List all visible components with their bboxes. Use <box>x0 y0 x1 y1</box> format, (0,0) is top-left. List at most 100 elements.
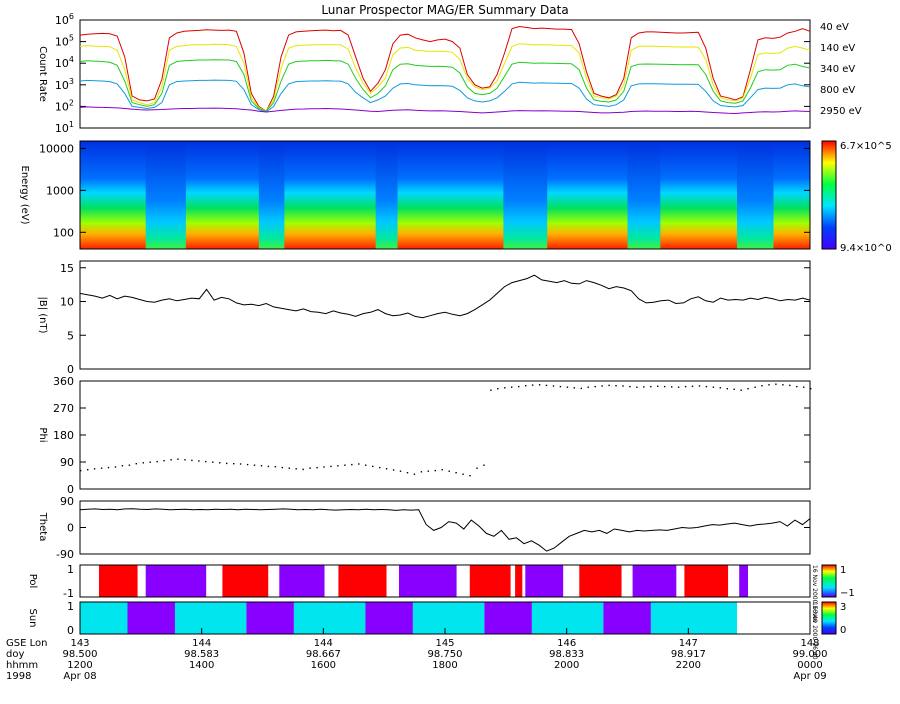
phi-point <box>803 386 805 388</box>
phi-point <box>691 385 694 387</box>
phi-point <box>392 469 395 471</box>
pol-panel: 1-1 Pol 16 Nov 2000 16:40 1 −1 <box>27 563 855 623</box>
phi-point <box>483 464 485 466</box>
phi-point <box>462 473 464 475</box>
phi-point <box>260 465 263 467</box>
pol-segment <box>80 565 99 597</box>
time-axis-label: 145 <box>435 638 454 649</box>
phi-point <box>719 387 721 389</box>
phi-point <box>114 466 117 468</box>
phi-point <box>545 384 548 387</box>
count-rate-tick-label: 105 <box>55 34 74 49</box>
sun-segment <box>246 602 294 634</box>
bfield-panel: |B| (nT) 0 5 10 15 <box>37 260 811 376</box>
theta-panel: Theta -90 0 90 <box>37 495 811 561</box>
phi-point <box>559 385 562 388</box>
pol-ylabel: Pol <box>27 574 38 589</box>
phi-point <box>636 386 638 388</box>
count-rate-series-line <box>79 59 811 112</box>
pol-segment <box>222 565 269 597</box>
time-axis-label: 144 <box>314 638 333 649</box>
pol-segment <box>279 565 325 597</box>
phi-point <box>372 465 374 468</box>
phi-point <box>80 469 82 472</box>
p3-ticks-label: 0 <box>67 363 74 376</box>
phi-point <box>705 385 708 388</box>
time-axis-label: Apr 08 <box>63 671 96 682</box>
pol-segment <box>632 565 677 597</box>
phi-point <box>775 383 777 385</box>
phi-point <box>573 387 575 389</box>
sun-colorbar <box>821 601 837 635</box>
time-axis-label: 146 <box>557 638 576 649</box>
phi-panel: Phi 0 90 180 270 360 <box>37 375 812 496</box>
time-axis-row-label: doy <box>6 649 24 660</box>
pol-segment <box>579 565 622 597</box>
p4-ticks-label: 0 <box>67 483 74 496</box>
phi-point <box>330 465 332 468</box>
phi-point <box>302 468 304 471</box>
pol-frame <box>79 564 811 598</box>
phi-point <box>497 388 499 390</box>
phi-point <box>163 460 165 462</box>
phi-point <box>253 464 256 466</box>
sun-segment <box>174 602 247 634</box>
energy-ylabel: Energy (eV) <box>19 166 30 225</box>
phi-point <box>135 463 137 465</box>
count-rate-tick-label: 102 <box>55 98 74 113</box>
phi-point <box>274 466 277 468</box>
pol-segment <box>145 565 207 597</box>
time-axis-label: 2000 <box>554 660 579 671</box>
phi-point <box>100 467 103 469</box>
phi-point <box>191 459 193 462</box>
phi-point <box>337 465 339 467</box>
time-axis-label: 0000 <box>797 660 822 671</box>
phi-point <box>420 471 423 473</box>
phi-point <box>789 384 791 387</box>
pol-segment <box>386 565 399 597</box>
count-rate-tick-label: 106 <box>55 12 74 27</box>
phi-point <box>212 461 214 463</box>
phi-point <box>149 461 151 463</box>
phi-point <box>601 385 603 387</box>
bfield-series <box>79 274 811 319</box>
sun-segment <box>531 602 604 634</box>
theta-ylabel: Theta <box>37 512 48 542</box>
phi-point <box>455 472 457 474</box>
count-rate-legend-label: 800 eV <box>820 85 855 96</box>
pol-colorbar <box>821 564 837 598</box>
energy-colorbar <box>821 140 837 250</box>
time-axis-row-label: GSE Lon <box>6 638 47 649</box>
count-rate-legend: 40 eV 140 eV 340 eV 800 eV 2950 eV <box>820 22 862 117</box>
bfield-line <box>79 274 811 319</box>
phi-point <box>184 459 186 461</box>
time-axis-label: 98.833 <box>549 649 584 660</box>
spectrogram-quiet-band <box>258 141 285 249</box>
phi-point <box>608 384 610 387</box>
pol-segment <box>469 565 511 597</box>
count-rate-series-line <box>79 43 811 112</box>
pol-tick-label: -1 <box>63 587 74 600</box>
phi-point <box>712 386 715 388</box>
phi-point <box>323 466 325 468</box>
phi-point <box>93 468 96 470</box>
bfield-ylabel: |B| (nT) <box>37 296 48 333</box>
pol-segment <box>99 565 138 597</box>
phi-point <box>531 384 534 386</box>
count-rate-tick-label: 103 <box>55 77 74 92</box>
phi-point <box>657 385 659 387</box>
phi-point <box>615 385 617 387</box>
pol-segment <box>621 565 633 597</box>
phi-series <box>80 383 812 477</box>
phi-point <box>121 465 124 467</box>
spectrogram-quiet-band <box>627 141 661 249</box>
pol-segment <box>563 565 580 597</box>
phi-frame <box>79 380 811 490</box>
sun-vertical-label: 16 Nov 2000 16:40 <box>811 602 818 660</box>
phi-point <box>309 467 311 469</box>
colorbar-max: 6.7×10^5 <box>840 141 892 152</box>
phi-point <box>198 460 200 462</box>
count-rate-frame <box>79 19 811 129</box>
